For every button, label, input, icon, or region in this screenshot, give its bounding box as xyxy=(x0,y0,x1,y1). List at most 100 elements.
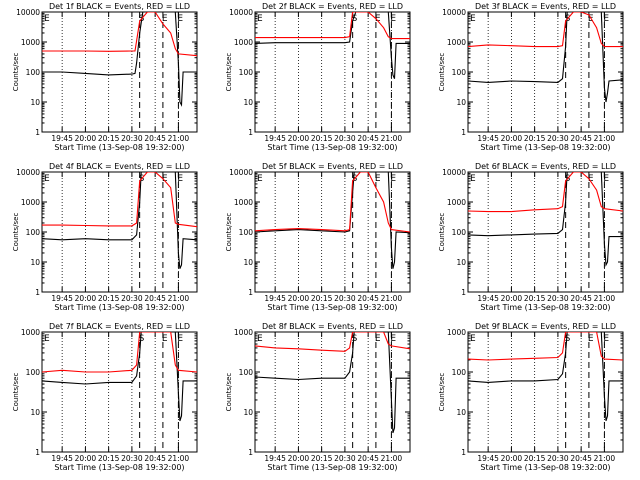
panel-3: Det 3f BLACK = Events, RED = LLD 1 10 100 10… xyxy=(438,2,624,152)
x-tick-label: 20:30 xyxy=(547,294,569,303)
lld-series-line xyxy=(42,172,197,228)
plot-frame xyxy=(254,171,411,293)
x-tick-label: 20:45 xyxy=(144,134,166,143)
event-marker-label: E xyxy=(390,334,396,344)
y-tick-label: 1 xyxy=(461,448,466,457)
panel-8: Det 8f BLACK = Events, RED = LLD 1 10 100 10… xyxy=(225,322,411,472)
series-group xyxy=(468,12,623,103)
event-marker-label: S xyxy=(352,334,358,344)
y-tick-label: 10 xyxy=(243,258,253,267)
y-tick-label: 1000 xyxy=(21,328,40,337)
lld-series-line xyxy=(468,12,623,48)
y-tick-label: 1000 xyxy=(21,198,40,207)
panel-title: Det 2f BLACK = Events, RED = LLD xyxy=(262,2,403,11)
x-tick-label: 20:00 xyxy=(501,294,523,303)
x-tick-label: 20:45 xyxy=(570,294,592,303)
x-axis-label: Start Time (13-Sep-08 19:32:00) xyxy=(480,143,610,152)
lld-series-line xyxy=(468,172,623,213)
x-tick-label: 20:15 xyxy=(98,294,120,303)
panel-title: Det 8f BLACK = Events, RED = LLD xyxy=(262,322,403,331)
x-axis-label: Start Time (13-Sep-08 19:32:00) xyxy=(480,463,610,472)
x-tick-label: 20:00 xyxy=(501,134,523,143)
x-tick-label: 20:15 xyxy=(98,134,120,143)
x-tick-label: 20:15 xyxy=(311,454,333,463)
x-tick-label: 20:30 xyxy=(547,454,569,463)
plot-frame xyxy=(254,11,411,133)
x-tick-label: 21:00 xyxy=(594,294,616,303)
events-series-line xyxy=(468,172,623,267)
lld-series-line xyxy=(42,332,197,373)
y-tick-label: 100 xyxy=(452,368,467,377)
events-series-line xyxy=(42,172,197,269)
x-tick-label: 19:45 xyxy=(51,294,73,303)
lld-series-line xyxy=(42,12,197,57)
x-tick-label: 20:00 xyxy=(75,134,97,143)
y-tick-label: 1000 xyxy=(447,328,466,337)
x-axis-label: Start Time (13-Sep-08 19:32:00) xyxy=(480,303,610,312)
y-tick-label: 1 xyxy=(35,128,40,137)
event-marker-label: E xyxy=(257,14,263,24)
plot-frame xyxy=(41,171,198,293)
events-series-line xyxy=(255,172,410,269)
y-tick-label: 10 xyxy=(243,408,253,417)
series-group xyxy=(255,332,410,434)
panel-7: Det 7f BLACK = Events, RED = LLD 1 10 100 10… xyxy=(12,322,198,472)
y-tick-label: 100 xyxy=(239,228,254,237)
x-tick-label: 20:30 xyxy=(547,134,569,143)
event-marker-label: E xyxy=(470,174,476,184)
y-tick-label: 10000 xyxy=(229,8,253,17)
x-axis-label: Start Time (13-Sep-08 19:32:00) xyxy=(54,303,184,312)
event-marker-label: S xyxy=(565,334,571,344)
y-tick-label: 10 xyxy=(30,258,40,267)
x-tick-label: 21:00 xyxy=(168,454,190,463)
event-marker-label: S xyxy=(139,334,145,344)
y-tick-label: 100 xyxy=(26,68,41,77)
event-marker-label: E xyxy=(257,334,263,344)
event-marker-label: E xyxy=(162,174,168,184)
x-tick-label: 20:45 xyxy=(357,294,379,303)
x-tick-label: 20:45 xyxy=(570,134,592,143)
event-marker-label: E xyxy=(177,334,183,344)
event-marker-label: S xyxy=(352,14,358,24)
panel-title: Det 5f BLACK = Events, RED = LLD xyxy=(262,162,403,171)
event-marker-label: E xyxy=(603,174,609,184)
y-tick-label: 100 xyxy=(452,68,467,77)
event-marker-label: E xyxy=(375,174,381,184)
panel-title: Det 3f BLACK = Events, RED = LLD xyxy=(475,2,616,11)
y-axis-label: Counts/sec xyxy=(225,373,233,412)
event-marker-label: E xyxy=(44,14,50,24)
panel-1: Det 1f BLACK = Events, RED = LLD 1 10 100 10… xyxy=(12,2,198,152)
x-tick-label: 21:00 xyxy=(381,454,403,463)
x-tick-label: 20:00 xyxy=(288,134,310,143)
panel-2: Det 2f BLACK = Events, RED = LLD 1 10 100 10… xyxy=(225,2,411,152)
y-tick-label: 10 xyxy=(30,408,40,417)
x-tick-label: 20:00 xyxy=(288,294,310,303)
y-tick-label: 100 xyxy=(239,368,254,377)
x-tick-label: 19:45 xyxy=(264,294,286,303)
x-tick-label: 21:00 xyxy=(168,134,190,143)
y-axis-label: Counts/sec xyxy=(225,213,233,252)
events-series-line xyxy=(468,12,623,103)
y-tick-label: 1000 xyxy=(21,38,40,47)
event-marker-label: E xyxy=(375,14,381,24)
x-tick-label: 20:45 xyxy=(570,454,592,463)
y-tick-label: 10000 xyxy=(442,8,466,17)
x-tick-label: 19:45 xyxy=(477,294,499,303)
y-tick-label: 10 xyxy=(456,258,466,267)
y-tick-label: 1 xyxy=(461,288,466,297)
x-axis-label: Start Time (13-Sep-08 19:32:00) xyxy=(54,463,184,472)
event-marker-label: E xyxy=(177,14,183,24)
event-marker-label: E xyxy=(588,174,594,184)
y-tick-label: 10 xyxy=(243,98,253,107)
plot-frame xyxy=(467,331,624,453)
y-axis-label: Counts/sec xyxy=(225,53,233,92)
lld-series-line xyxy=(255,12,410,40)
y-tick-label: 100 xyxy=(239,68,254,77)
events-series-line xyxy=(42,332,197,422)
plot-frame xyxy=(467,171,624,293)
y-tick-label: 1 xyxy=(461,128,466,137)
y-tick-label: 1000 xyxy=(234,328,253,337)
event-marker-label: E xyxy=(177,174,183,184)
x-tick-label: 21:00 xyxy=(381,294,403,303)
x-tick-label: 20:15 xyxy=(524,134,546,143)
